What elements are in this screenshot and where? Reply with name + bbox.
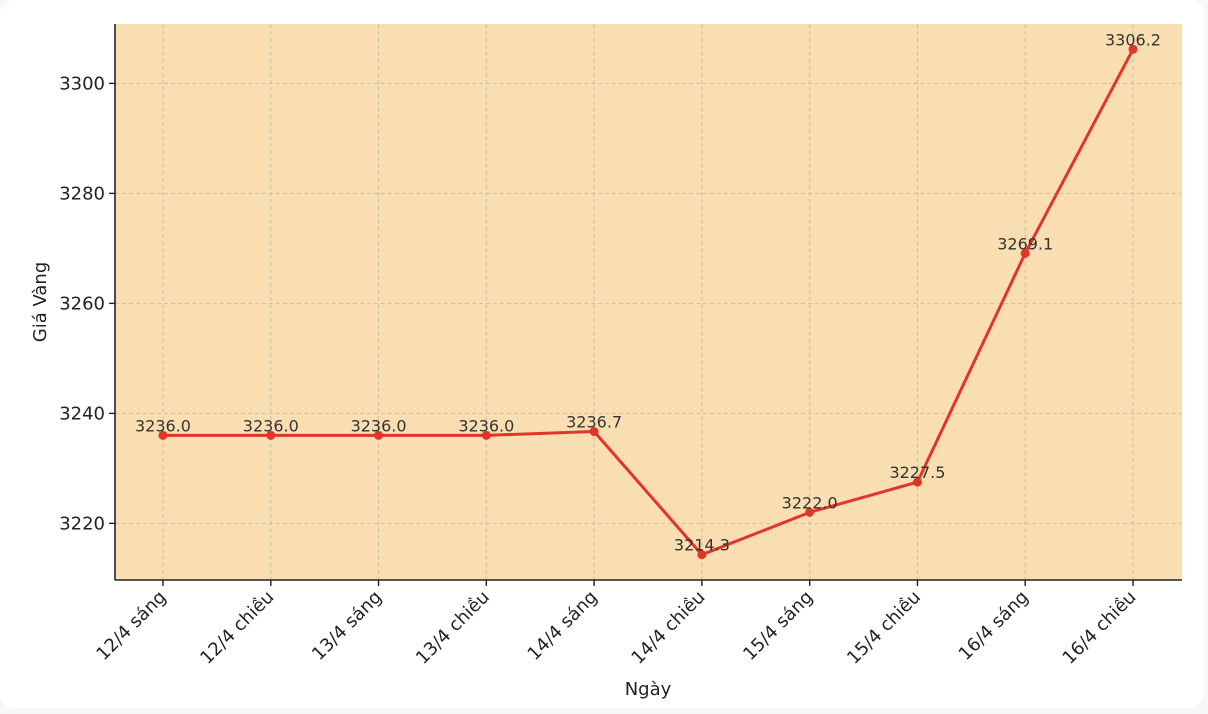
x-tick-label: 13/4 chiều <box>412 587 494 669</box>
y-tick-label: 3280 <box>59 183 105 204</box>
data-point <box>158 430 168 440</box>
x-tick-labels: 12/4 sáng 12/4 chiều 13/4 sáng 13/4 chiều 14… <box>92 587 1140 669</box>
data-labels: 3236.0 3236.0 3236.0 3236.0 3236.7 3214.3 3222… <box>135 30 1161 554</box>
x-tick-label: 14/4 sáng <box>524 587 602 665</box>
y-tick-label: 3240 <box>59 403 105 424</box>
axes <box>109 24 1182 586</box>
data-point <box>697 550 707 560</box>
data-label: 3222.0 <box>782 493 838 512</box>
x-tick-label: 12/4 sáng <box>92 587 170 665</box>
x-tick-label: 15/4 sáng <box>739 587 817 665</box>
series-line <box>163 48 1135 557</box>
data-label: 3236.7 <box>566 413 622 432</box>
x-tick-label: 16/4 chiều <box>1059 587 1141 669</box>
data-label: 3236.0 <box>135 416 191 435</box>
y-tick-labels: 3220 3240 3260 3280 3300 <box>59 73 105 534</box>
data-point <box>805 507 815 517</box>
x-axis-title: Ngày <box>625 679 672 700</box>
x-tick-label: 14/4 chiều <box>627 587 709 669</box>
data-point <box>374 430 384 440</box>
data-point <box>912 477 922 487</box>
y-tick-label: 3220 <box>59 513 105 534</box>
data-label: 3214.3 <box>674 536 730 555</box>
x-tick-label: 13/4 sáng <box>308 587 386 665</box>
data-label: 3306.2 <box>1105 30 1161 49</box>
data-point <box>1020 248 1030 258</box>
data-point <box>589 427 599 437</box>
x-tick-label: 15/4 chiều <box>843 587 925 669</box>
data-label: 3236.0 <box>458 416 514 435</box>
data-label: 3236.0 <box>243 416 299 435</box>
data-point <box>1128 44 1138 54</box>
data-point <box>266 430 276 440</box>
y-tick-label: 3260 <box>59 293 105 314</box>
data-label: 3269.1 <box>997 234 1053 253</box>
series <box>158 44 1138 560</box>
y-tick-label: 3300 <box>59 73 105 94</box>
plot-background <box>115 24 1182 580</box>
grid <box>115 24 1182 580</box>
data-point <box>481 430 491 440</box>
data-label: 3236.0 <box>351 416 407 435</box>
y-axis-title: Giá Vàng <box>30 262 51 342</box>
x-tick-label: 16/4 sáng <box>955 587 1033 665</box>
data-label: 3227.5 <box>889 463 945 482</box>
x-tick-label: 12/4 chiều <box>196 587 278 669</box>
